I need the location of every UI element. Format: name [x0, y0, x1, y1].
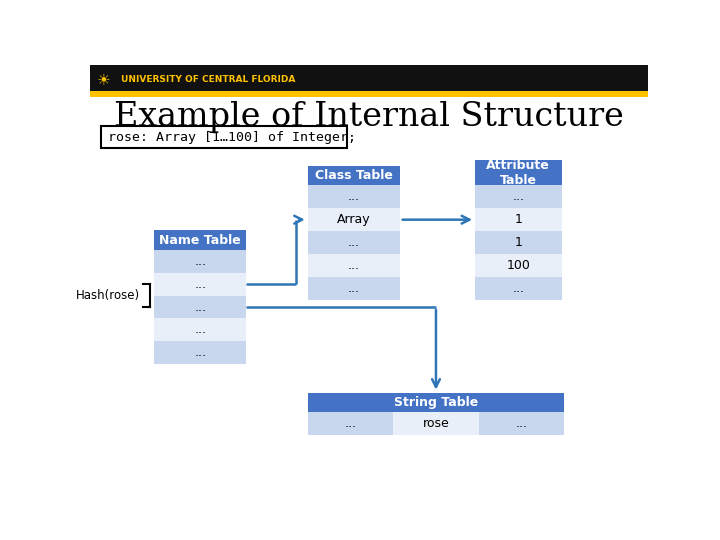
Text: UNIVERSITY OF CENTRAL FLORIDA: UNIVERSITY OF CENTRAL FLORIDA	[121, 75, 295, 84]
Text: ...: ...	[194, 300, 206, 314]
Text: ...: ...	[348, 190, 360, 204]
Text: ...: ...	[344, 417, 356, 430]
Bar	[154, 295, 246, 319]
Text: ☀: ☀	[97, 72, 111, 87]
Bar	[154, 319, 246, 341]
Bar	[154, 341, 246, 364]
Bar	[154, 231, 246, 250]
Bar	[154, 273, 246, 295]
Bar	[307, 254, 400, 277]
Text: Example of Internal Structure: Example of Internal Structure	[114, 101, 624, 133]
Text: Name Table: Name Table	[159, 234, 241, 247]
Text: 1: 1	[514, 213, 522, 226]
Bar	[307, 166, 400, 185]
Text: ...: ...	[512, 190, 524, 204]
Bar	[90, 65, 648, 92]
Text: ...: ...	[194, 346, 206, 359]
Text: ...: ...	[194, 255, 206, 268]
Text: ...: ...	[348, 259, 360, 272]
Bar	[307, 393, 564, 412]
Bar	[475, 277, 562, 300]
Bar	[90, 91, 648, 97]
Bar	[475, 160, 562, 185]
Bar	[307, 231, 400, 254]
Text: ...: ...	[194, 323, 206, 336]
Bar	[307, 277, 400, 300]
Text: ...: ...	[348, 236, 360, 249]
Bar	[307, 185, 400, 208]
Text: rose: rose	[423, 417, 449, 430]
Text: Class Table: Class Table	[315, 169, 392, 182]
Text: rose: Array [1…100] of Integer;: rose: Array [1…100] of Integer;	[108, 131, 356, 144]
Bar	[475, 254, 562, 277]
Bar	[475, 208, 562, 231]
Text: String Table: String Table	[394, 396, 478, 409]
Text: ...: ...	[348, 282, 360, 295]
Text: ...: ...	[516, 417, 528, 430]
Text: 1: 1	[514, 236, 522, 249]
Bar	[479, 412, 564, 435]
Bar	[101, 126, 347, 148]
Bar	[307, 412, 393, 435]
Bar	[307, 208, 400, 231]
Text: 100: 100	[506, 259, 530, 272]
Bar	[154, 250, 246, 273]
Text: ...: ...	[512, 282, 524, 295]
Bar	[475, 185, 562, 208]
Bar	[475, 231, 562, 254]
Text: Attribute
Table: Attribute Table	[487, 159, 550, 187]
Bar	[393, 412, 479, 435]
Text: Array: Array	[337, 213, 371, 226]
Text: ...: ...	[194, 278, 206, 291]
Text: Hash(rose): Hash(rose)	[76, 289, 140, 302]
